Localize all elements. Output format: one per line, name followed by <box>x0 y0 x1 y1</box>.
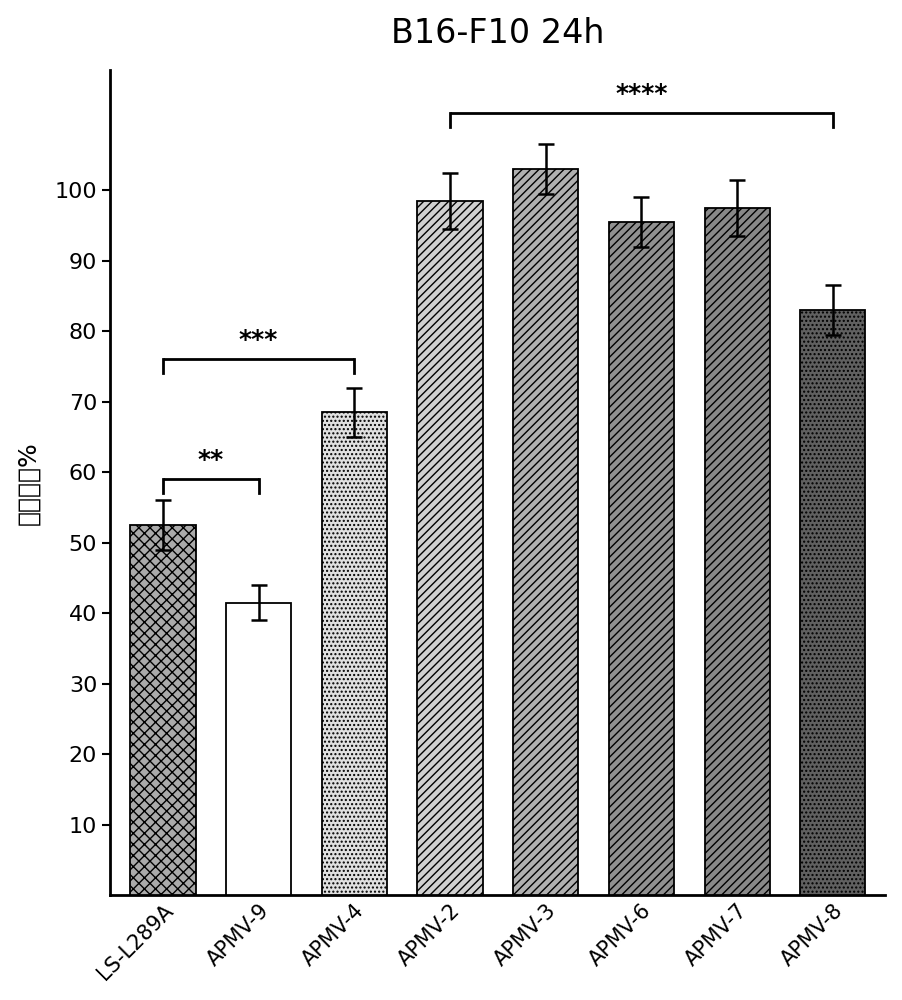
Bar <box>609 222 674 895</box>
Bar <box>704 208 769 895</box>
Text: **: ** <box>198 448 224 472</box>
Text: ****: **** <box>615 82 667 106</box>
Bar <box>322 412 387 895</box>
Bar <box>131 525 196 895</box>
Title: B16-F10 24h: B16-F10 24h <box>391 17 604 50</box>
Bar <box>800 310 865 895</box>
Text: ***: *** <box>239 328 279 352</box>
Bar <box>513 169 578 895</box>
Bar <box>418 201 483 895</box>
Y-axis label: 细胞存活%: 细胞存活% <box>16 441 41 525</box>
Bar <box>226 603 291 895</box>
